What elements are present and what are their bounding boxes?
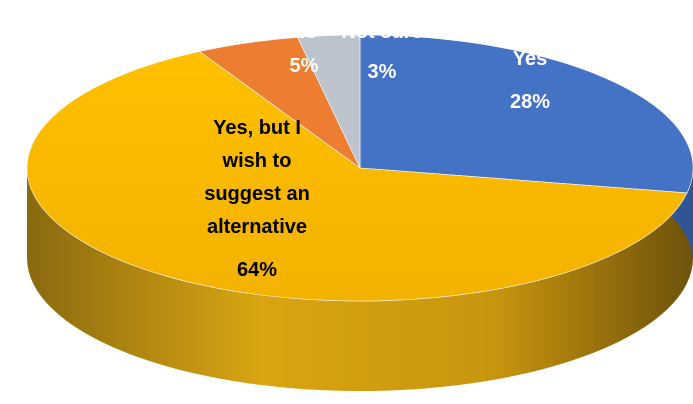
label-alt-line-1: Yes, but I xyxy=(213,117,301,139)
label-not-sure: Not sure 3% xyxy=(341,21,422,83)
label-no: No 5% xyxy=(290,21,319,77)
label-not-sure-name: Not sure xyxy=(341,21,422,43)
label-no-name: No xyxy=(291,21,318,43)
label-yes-name: Yes xyxy=(513,48,547,70)
label-yes-value: 28% xyxy=(510,91,550,113)
label-alt-line-4: alternative xyxy=(207,216,307,238)
label-yes-alternative: Yes, but I wish to suggest an alternativ… xyxy=(204,117,310,281)
pie-slice-yes-but-alternative xyxy=(26,51,688,302)
label-no-value: 5% xyxy=(290,55,319,77)
label-alt-value: 64% xyxy=(237,259,277,281)
label-not-sure-value: 3% xyxy=(368,61,397,83)
label-yes: Yes 28% xyxy=(510,48,550,113)
label-alt-line-3: suggest an xyxy=(204,183,310,205)
label-alt-line-2: wish to xyxy=(222,150,292,172)
pie-side-yellow xyxy=(27,168,693,391)
pie-slice-not-sure xyxy=(297,34,361,169)
